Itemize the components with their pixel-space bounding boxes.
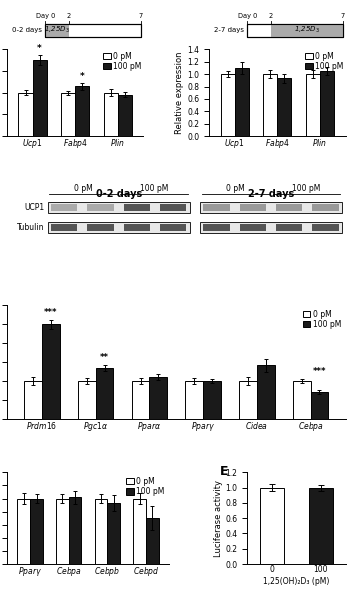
Text: 0-2 days: 0-2 days (96, 190, 142, 199)
Bar (87, 204, 114, 211)
Bar (47, 222, 190, 233)
Bar (30, 499, 43, 564)
Bar (18, 93, 32, 136)
Bar (96, 368, 113, 419)
Bar (203, 224, 230, 231)
Text: 100 pM: 100 pM (292, 184, 321, 193)
Text: 7: 7 (139, 13, 143, 19)
Bar (200, 222, 342, 233)
Bar (69, 497, 81, 564)
Text: ***: *** (313, 367, 326, 376)
Bar (45, 23, 69, 37)
Bar (95, 499, 107, 564)
Bar (293, 381, 311, 419)
Bar (263, 74, 277, 136)
Bar (257, 365, 275, 419)
Text: 0-2 days: 0-2 days (13, 27, 43, 33)
Bar (61, 93, 75, 136)
Text: 2-7 days: 2-7 days (215, 27, 245, 33)
Text: 2: 2 (269, 13, 273, 19)
Bar (200, 202, 342, 213)
X-axis label: 1,25(OH)₂D₃ (pM): 1,25(OH)₂D₃ (pM) (263, 577, 329, 586)
Bar (260, 488, 284, 564)
Bar (276, 224, 303, 231)
Bar (51, 204, 77, 211)
Text: 2-7 days: 2-7 days (248, 190, 294, 199)
Legend: 0 pM, 100 pM: 0 pM, 100 pM (302, 309, 342, 330)
Bar (132, 381, 149, 419)
Bar (124, 204, 150, 211)
Bar (160, 224, 186, 231)
Text: E: E (220, 465, 228, 478)
Bar (45, 23, 141, 37)
Bar (203, 204, 230, 211)
Bar (75, 86, 89, 136)
Text: 7: 7 (341, 13, 345, 19)
Bar (107, 503, 120, 564)
Text: ***: *** (44, 308, 58, 317)
Bar (47, 202, 190, 213)
Bar (104, 93, 118, 136)
Bar (247, 23, 343, 37)
Text: Day 0: Day 0 (36, 13, 55, 19)
Bar (306, 74, 320, 136)
Bar (277, 79, 291, 136)
Bar (203, 381, 221, 419)
Text: *: * (37, 44, 42, 53)
Bar (51, 224, 77, 231)
Text: Day 0: Day 0 (238, 13, 257, 19)
Text: 100 pM: 100 pM (140, 184, 169, 193)
Text: 1,25D$_3$: 1,25D$_3$ (294, 25, 320, 35)
Y-axis label: Luciferase activity: Luciferase activity (214, 479, 223, 557)
Bar (240, 224, 266, 231)
Text: **: ** (100, 353, 109, 362)
Text: 1,25D$_3$: 1,25D$_3$ (44, 25, 70, 35)
Bar (149, 377, 167, 419)
Bar (56, 499, 69, 564)
Bar (185, 381, 203, 419)
Bar (312, 224, 339, 231)
Bar (247, 23, 343, 37)
Text: *: * (80, 71, 85, 80)
Bar (87, 224, 114, 231)
Bar (124, 224, 150, 231)
Bar (320, 71, 334, 136)
Bar (32, 60, 47, 136)
Legend: 0 pM, 100 pM: 0 pM, 100 pM (304, 51, 344, 71)
Bar (240, 204, 266, 211)
Text: UCP1: UCP1 (24, 203, 44, 212)
Bar (221, 74, 235, 136)
Bar (45, 23, 141, 37)
Bar (146, 518, 159, 564)
Bar (311, 392, 328, 419)
Bar (312, 204, 339, 211)
Bar (235, 68, 249, 136)
Bar (271, 23, 343, 37)
Bar (309, 488, 333, 564)
Bar (24, 381, 42, 419)
Bar (17, 499, 30, 564)
Bar (239, 381, 257, 419)
Text: 0 pM: 0 pM (226, 184, 245, 193)
Text: Tubulin: Tubulin (17, 223, 44, 232)
Bar (160, 204, 186, 211)
Bar (42, 324, 60, 419)
Legend: 0 pM, 100 pM: 0 pM, 100 pM (102, 51, 142, 71)
Y-axis label: Relative expression: Relative expression (176, 52, 184, 134)
Text: 0 pM: 0 pM (74, 184, 92, 193)
Bar (78, 381, 96, 419)
Bar (118, 95, 132, 136)
Text: 2: 2 (67, 13, 71, 19)
Legend: 0 pM, 100 pM: 0 pM, 100 pM (126, 476, 165, 497)
Bar (133, 499, 146, 564)
Bar (276, 204, 303, 211)
